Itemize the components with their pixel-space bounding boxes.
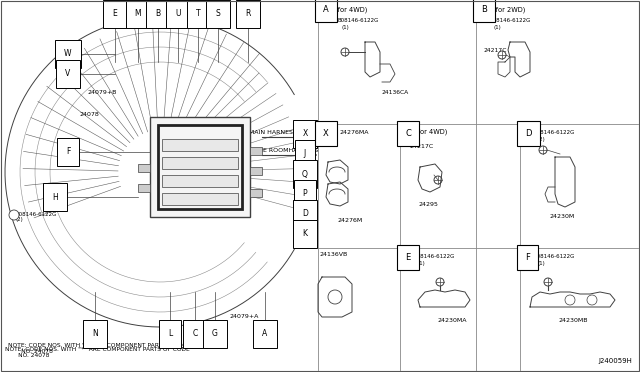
Text: 24230MA: 24230MA (437, 317, 467, 323)
Bar (162, 175, 238, 187)
Text: P: P (303, 189, 307, 199)
Bar (305, 151, 313, 159)
Text: 24230MB: 24230MB (558, 317, 588, 323)
Text: 24295: 24295 (418, 202, 438, 206)
Text: B: B (156, 10, 161, 19)
Text: D: D (302, 209, 308, 218)
Text: B08146-6122G
(2): B08146-6122G (2) (15, 212, 56, 222)
Text: H: H (52, 192, 58, 202)
Text: (1): (1) (494, 25, 502, 29)
Text: 24230M: 24230M (549, 215, 575, 219)
Text: B08146-6122G: B08146-6122G (490, 17, 531, 22)
Text: NOTE: CODE NOS. WITH "*" ARE COMPONENT PARTS OF CODE
       NO. 24078: NOTE: CODE NOS. WITH "*" ARE COMPONENT P… (5, 347, 189, 358)
Text: L: L (168, 330, 172, 339)
Text: A: A (323, 5, 329, 14)
Text: N: N (92, 330, 98, 339)
Text: F: F (66, 148, 70, 157)
Text: Q: Q (302, 170, 308, 179)
Text: TO MAIN HARNESS: TO MAIN HARNESS (238, 129, 297, 135)
Text: W: W (64, 49, 72, 58)
Text: C: C (405, 129, 411, 138)
Circle shape (9, 210, 19, 220)
Text: 24136CA: 24136CA (381, 90, 408, 94)
Text: F: F (525, 253, 530, 262)
Text: T: T (196, 10, 200, 19)
Text: 24217C: 24217C (410, 144, 435, 148)
Text: (for 4WD): (for 4WD) (335, 7, 367, 13)
Text: J: J (304, 150, 306, 158)
Text: X: X (323, 129, 329, 138)
Text: R: R (245, 10, 251, 19)
Text: E: E (113, 10, 117, 19)
Text: X: X (302, 129, 308, 138)
Text: 24079+A: 24079+A (230, 314, 259, 320)
Text: G: G (212, 330, 218, 339)
Text: V: V (65, 70, 70, 78)
Bar (138, 164, 150, 172)
Bar (150, 117, 250, 217)
Text: 24276MA: 24276MA (340, 129, 369, 135)
Text: J240059H: J240059H (598, 358, 632, 364)
Text: B08146-6122G: B08146-6122G (338, 17, 380, 22)
Text: 24078: 24078 (80, 112, 100, 118)
Text: B08146-6122G: B08146-6122G (533, 253, 574, 259)
Text: E: E (405, 253, 410, 262)
Bar (250, 189, 262, 197)
Text: (1): (1) (417, 260, 425, 266)
Text: D: D (525, 129, 531, 138)
Bar (138, 184, 150, 192)
Text: 24079+B: 24079+B (88, 90, 117, 94)
Text: K: K (303, 230, 307, 238)
Text: (for 4WD): (for 4WD) (415, 129, 447, 135)
Text: (1): (1) (537, 260, 545, 266)
Text: NOTE: CODE NOS. WITH "*" ARE COMPONENT PARTS OF CODE
       NO. 24078: NOTE: CODE NOS. WITH "*" ARE COMPONENT P… (8, 343, 195, 354)
Text: U: U (175, 10, 180, 19)
Text: (1): (1) (342, 25, 349, 29)
Bar (158, 125, 242, 209)
Text: TO ENGINE ROOMHARNESS: TO ENGINE ROOMHARNESS (232, 148, 318, 153)
Text: 24136VB: 24136VB (320, 251, 348, 257)
Text: 24217C: 24217C (484, 48, 508, 52)
Text: (2): (2) (537, 137, 545, 141)
Text: A: A (262, 330, 268, 339)
Bar (305, 133, 313, 141)
Text: (for 2WD): (for 2WD) (493, 7, 525, 13)
Text: C: C (193, 330, 198, 339)
Bar (162, 157, 238, 169)
Bar (162, 139, 238, 151)
Bar (250, 147, 262, 155)
Text: B08146-6122G: B08146-6122G (413, 253, 454, 259)
Text: B08146-6122G: B08146-6122G (533, 129, 574, 135)
Text: M: M (134, 10, 141, 19)
Bar (250, 167, 262, 175)
Text: B: B (481, 5, 487, 14)
Text: S: S (216, 10, 220, 19)
Text: 24276M: 24276M (338, 218, 364, 222)
Bar (162, 193, 238, 205)
